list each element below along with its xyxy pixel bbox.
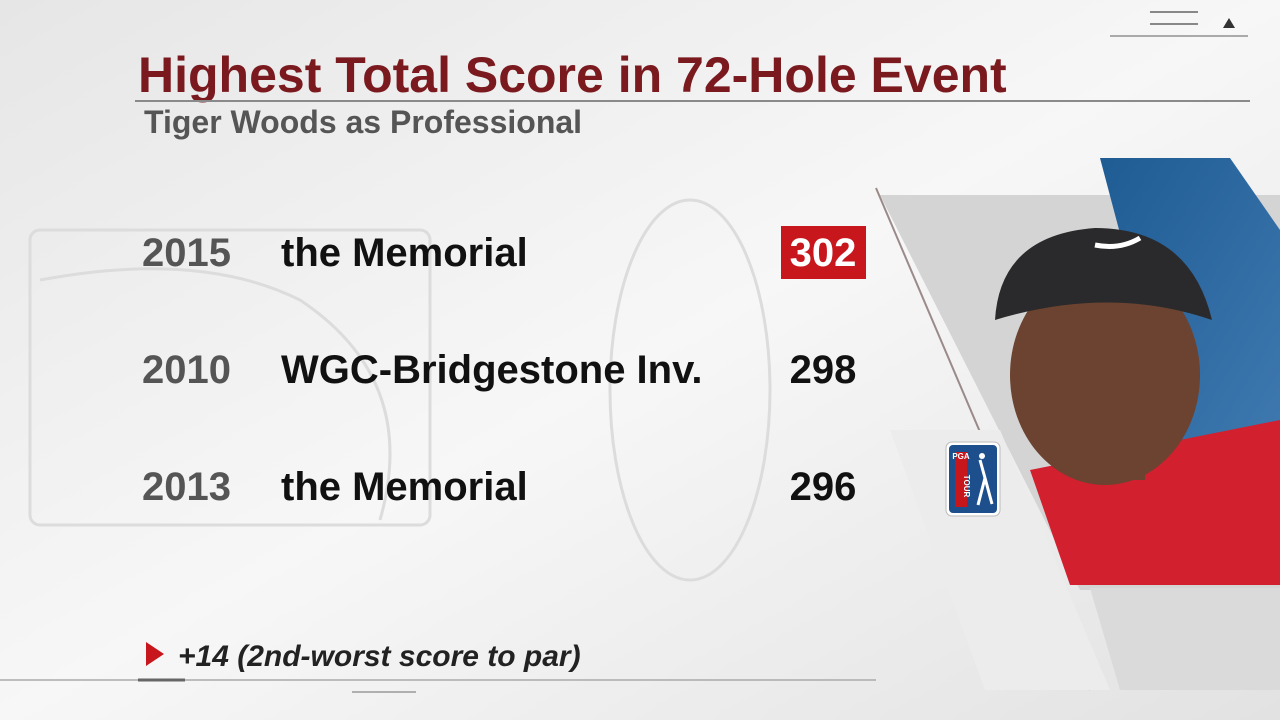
score: 296 (790, 465, 857, 509)
year: 2010 (142, 348, 231, 392)
top-decoration (1110, 11, 1248, 37)
event: the Memorial (281, 465, 528, 509)
table: 2015 the Memorial 302 2010 WGC-Bridgestone I… (142, 226, 866, 509)
photo-panel (875, 158, 1280, 691)
event: WGC-Bridgestone Inv. (281, 348, 702, 392)
score: 302 (790, 231, 857, 275)
subtitle: Tiger Woods as Professional (144, 104, 582, 140)
pga-tour-logo: PGA TOUR (945, 441, 1001, 517)
score-highlight (781, 226, 866, 279)
score: 298 (790, 348, 857, 392)
bottom-rules (0, 678, 876, 693)
background-watermark (28, 198, 772, 582)
note: +14 (2nd-worst score to par) (178, 640, 581, 673)
year: 2013 (142, 465, 231, 509)
year: 2015 (142, 231, 231, 275)
logo-top: PGA (952, 452, 970, 461)
note-bullet (146, 642, 164, 666)
logo-bottom: TOUR (962, 475, 971, 498)
event: the Memorial (281, 231, 528, 275)
title: Highest Total Score in 72-Hole Event (138, 47, 1007, 103)
